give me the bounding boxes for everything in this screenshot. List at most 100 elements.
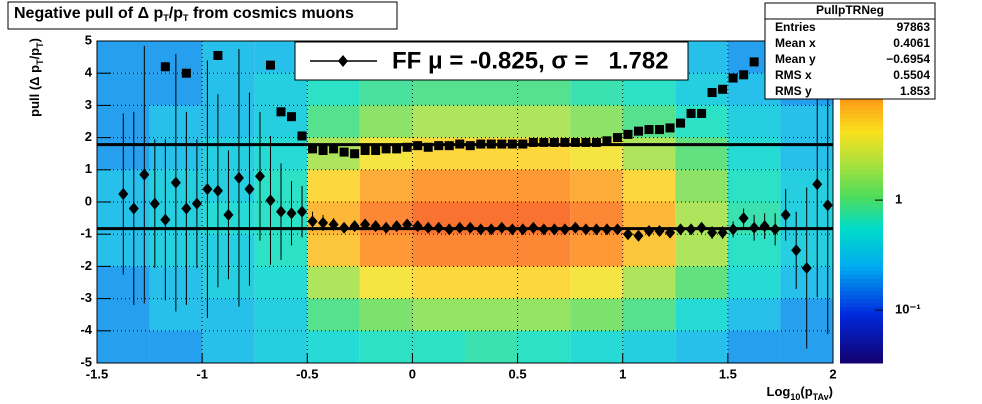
rms-marker [402,142,412,152]
palette-segment [840,161,883,167]
rms-marker [181,68,191,78]
palette-segment [840,290,883,296]
heat-cell [359,266,413,299]
palette-segment [840,342,883,348]
palette-segment [840,105,883,110]
heat-cell [517,234,571,267]
text-part: /p [169,5,183,22]
rms-marker [476,139,486,149]
stats-label: Mean y [775,52,816,66]
x-tick-label: 0.5 [509,366,527,381]
heat-cell [570,330,623,363]
heat-cell [780,137,833,170]
heat-cell [202,41,255,74]
mean-marker [612,223,623,236]
heat-cell [149,330,203,363]
palette-segment [840,181,883,187]
palette-segment [840,326,883,332]
palette-segment [840,250,883,255]
palette-segment [840,270,883,275]
stats-value: 0.5504 [893,68,930,82]
heat-cell [307,266,360,299]
heat-cell [570,234,623,267]
x-tick-label: -1 [196,366,208,381]
palette-segment [840,141,883,147]
rms-marker [518,139,528,149]
x-tick-label: 2 [829,366,836,381]
rms-marker [507,139,517,149]
palette-segment [840,133,883,139]
palette-segment [840,306,883,312]
rms-marker [465,141,475,151]
rms-marker [686,108,696,118]
heat-cell [622,298,676,331]
y-tick-label: -2 [80,258,92,273]
palette-segment [840,298,883,304]
palette-tick-label: 10⁻¹ [895,301,921,316]
palette-segment [840,202,883,207]
heat-cell [570,298,623,331]
mean-marker [812,178,823,191]
rms-marker [591,137,601,147]
legend-marker [338,55,348,67]
palette-segment [840,238,883,243]
rms-marker [329,144,339,154]
mean-marker [381,221,392,234]
legend-label: FF μ = -0.825, σ = 1.782 [392,47,669,74]
palette-segment [840,274,883,279]
heat-cell [97,330,150,363]
y-tick-label: 3 [85,97,92,112]
palette-segment [840,262,883,267]
mean-marker [770,223,781,236]
palette-segment [840,145,883,151]
palette-segment [840,129,883,135]
rms-marker [265,60,275,70]
rms-marker [623,129,633,139]
mean-marker [128,202,139,215]
mean-marker [549,223,560,236]
chart-title: Negative pull of Δ pT/pT from cosmics mu… [14,5,354,23]
y-tick-label: 2 [85,129,92,144]
heat-cell [517,105,571,138]
heat-cell [412,234,465,267]
heat-cell [412,298,465,331]
heat-cell [97,73,150,106]
mean-marker [517,223,528,236]
rms-marker [539,137,549,147]
mean-marker [486,223,497,236]
mean-marker [276,205,286,218]
heat-cell [465,266,518,299]
stats-label: Entries [775,20,816,34]
heat-cell [359,298,413,331]
x-tick-label: -1.5 [86,366,108,381]
x-tick-label: -0.5 [296,366,318,381]
mean-marker [233,171,244,184]
mean-marker [391,220,402,233]
plot-frame [96,40,834,364]
x-tick-label: 0 [409,366,416,381]
y-tick-label: -4 [80,322,92,337]
rms-marker [570,137,580,147]
mean-marker [444,223,455,236]
mean-marker [675,223,686,236]
text-part: /p [27,48,42,60]
heat-cell [202,330,255,363]
rms-marker [644,125,654,135]
palette-segment [840,266,883,271]
mean-marker [297,205,308,218]
rms-marker [381,144,391,154]
palette-tick-label: 1 [895,192,902,207]
heat-cell [307,105,360,138]
mean-marker [160,213,171,226]
text-part: pull (Δ p [27,65,42,117]
heat-cell [517,330,571,363]
palette-segment [840,153,883,159]
palette-segment [840,137,883,143]
mean-marker [212,184,223,197]
rms-marker [549,137,559,147]
rms-marker [350,149,360,159]
mean-marker [370,220,381,233]
y-tick-label: -3 [80,290,92,305]
rms-marker [339,147,349,157]
mean-marker [475,223,486,236]
